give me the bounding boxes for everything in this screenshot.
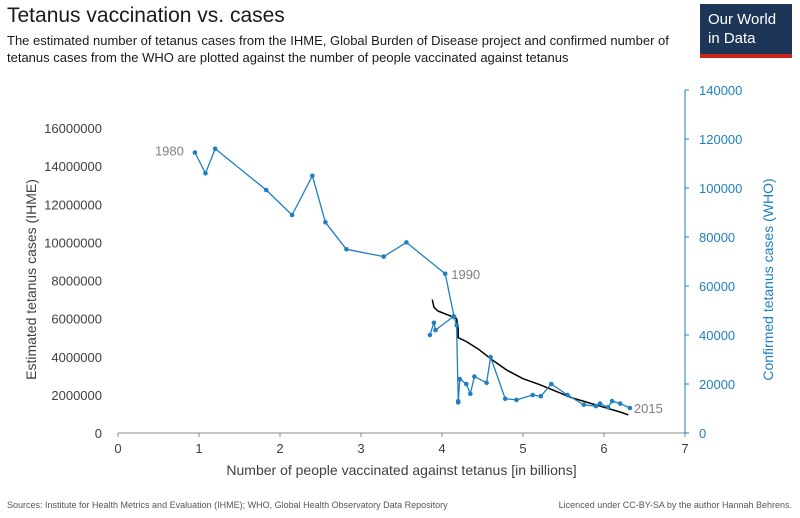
who-data-point [310, 173, 315, 179]
owid-logo[interactable]: Our World in Data [700, 4, 792, 58]
who-data-point [514, 397, 519, 403]
x-tick-label: 2 [276, 441, 283, 456]
who-data-point [203, 171, 208, 176]
who-data-point [455, 400, 461, 405]
year-annotation: 1990 [451, 267, 480, 282]
who-data-point [427, 332, 433, 338]
who-data-point [263, 187, 269, 193]
who-data-point [617, 401, 623, 406]
who-data-point [627, 405, 633, 411]
chart-subtitle: The estimated number of tetanus cases fr… [7, 33, 669, 65]
who-data-point [442, 271, 448, 277]
y2-axis-label: Confirmed tetanus cases (WHO) [760, 178, 776, 380]
who-data-point [538, 394, 544, 399]
who-data-point [609, 398, 615, 404]
y-tick-label: 8000000 [51, 274, 102, 289]
y-tick-label: 2000000 [51, 388, 102, 403]
who-data-point [472, 374, 477, 379]
who-data-point [454, 322, 459, 328]
x-tick-label: 7 [681, 441, 688, 456]
y-tick-label: 4000000 [51, 350, 102, 365]
who-data-point [581, 402, 587, 408]
y-tick-label: 0 [95, 426, 102, 441]
y2-tick-label: 120000 [699, 132, 742, 147]
x-tick-label: 1 [195, 441, 202, 456]
y2-tick-label: 80000 [699, 230, 735, 245]
who-data-point [593, 403, 599, 409]
who-data-point [344, 247, 349, 252]
x-tick-label: 3 [357, 441, 364, 456]
who-data-point [433, 327, 438, 333]
who-data-point [431, 320, 437, 326]
logo-accent-bar [700, 54, 792, 58]
y2-tick-label: 40000 [699, 328, 735, 343]
who-data-point [464, 381, 469, 387]
logo-line-2: in Data [708, 30, 756, 47]
who-data-point [605, 405, 611, 410]
y-tick-label: 14000000 [44, 159, 102, 174]
who-data-point [549, 381, 554, 387]
y-tick-label: 16000000 [44, 121, 102, 136]
x-tick-label: 0 [114, 441, 121, 456]
who-data-point [451, 314, 456, 319]
y-tick-label: 10000000 [44, 235, 102, 250]
who-data-point [457, 376, 463, 382]
logo-line-1: Our World [708, 11, 777, 28]
who-data-point [468, 391, 473, 397]
who-data-point [597, 401, 603, 406]
who-data-point [381, 254, 387, 259]
y2-tick-label: 20000 [699, 377, 735, 392]
x-tick-label: 6 [600, 441, 607, 456]
sources-note: Sources: Institute for Health Metrics an… [7, 500, 448, 510]
who-series-segment [429, 316, 454, 336]
y-axis-label: Estimated tetanus cases (IHME) [23, 179, 39, 380]
who-data-point [484, 380, 489, 386]
y-tick-label: 6000000 [51, 312, 102, 327]
who-data-point [488, 354, 493, 360]
who-data-point [323, 220, 328, 225]
x-tick-label: 4 [438, 441, 445, 456]
y2-tick-label: 60000 [699, 279, 735, 294]
y2-tick-label: 0 [699, 426, 706, 441]
who-data-point [404, 240, 409, 245]
who-data-point [502, 396, 508, 402]
x-tick-label: 5 [519, 441, 526, 456]
who-data-point [212, 146, 218, 152]
who-data-point [565, 392, 570, 398]
license-note[interactable]: Licenced under CC-BY-SA by the author Ha… [558, 500, 792, 510]
chart-title: Tetanus vaccination vs. cases [7, 4, 285, 27]
who-series-line [194, 148, 631, 409]
y2-tick-label: 140000 [699, 83, 742, 98]
year-annotation: 1980 [155, 143, 184, 158]
who-data-point [289, 212, 295, 218]
y-tick-label: 12000000 [44, 197, 102, 212]
who-data-point [192, 150, 198, 155]
who-data-point [530, 392, 535, 398]
year-annotation: 2015 [634, 401, 663, 416]
y2-tick-label: 100000 [699, 181, 742, 196]
x-axis-label: Number of people vaccinated against teta… [226, 462, 576, 478]
ihme-series-line [431, 299, 629, 416]
